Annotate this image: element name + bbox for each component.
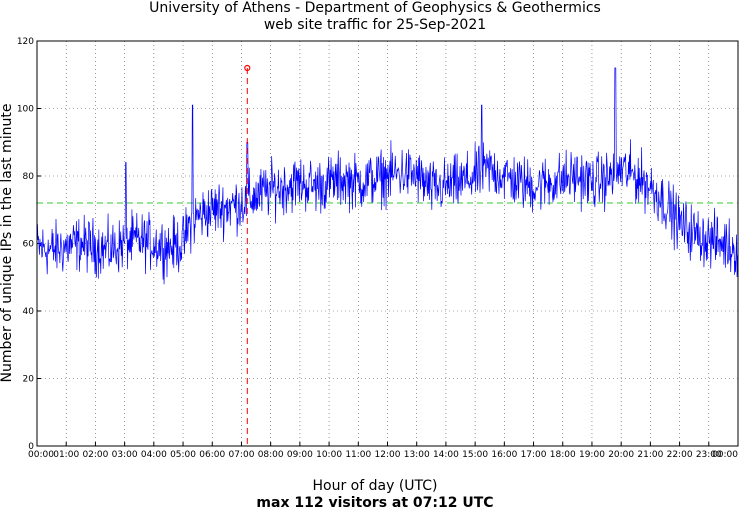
x-tick-label: 16:00 (491, 450, 517, 460)
y-tick-label: 100 (17, 105, 34, 115)
x-tick-label: 22:00 (667, 450, 693, 460)
x-tick-label: 18:00 (550, 450, 576, 460)
x-tick-label: 04:00 (141, 450, 167, 460)
chart-title: University of Athens - Department of Geo… (149, 0, 601, 16)
x-tick-label: 00:00 (28, 450, 54, 460)
x-tick-label: 20:00 (608, 450, 634, 460)
x-tick-label: 06:00 (199, 450, 225, 460)
x-tick-label: 02:00 (82, 450, 108, 460)
x-tick-label: 09:00 (287, 450, 313, 460)
x-tick-label: 19:00 (579, 450, 605, 460)
x-tick-label: 08:00 (258, 450, 284, 460)
x-tick-label: 15:00 (462, 450, 488, 460)
y-tick-label: 120 (17, 37, 34, 47)
x-tick-label: 21:00 (637, 450, 663, 460)
x-axis-label: Hour of day (UTC) (312, 478, 438, 494)
y-tick-label: 20 (23, 375, 35, 385)
x-tick-label: 05:00 (170, 450, 196, 460)
x-tick-label: 23:00 (696, 450, 722, 460)
x-tick-label: 13:00 (404, 450, 430, 460)
y-tick-label: 60 (23, 240, 35, 250)
grid (36, 40, 739, 447)
x-tick-label: 01:00 (53, 450, 79, 460)
x-ticks: 00:00 01:00 02:00 03:00 04:00 05:00 06:00 07:00… (28, 442, 739, 460)
x-tick-label: 17:00 (521, 450, 547, 460)
plot-frame (36, 40, 739, 447)
x-tick-label: 00:00 (712, 450, 738, 460)
x-tick-label: 03:00 (112, 450, 138, 460)
x-tick-label: 14:00 (433, 450, 459, 460)
max-marker-point (244, 64, 251, 72)
y-tick-label: 0 (28, 442, 34, 452)
y-tick-label: 80 (23, 172, 35, 182)
chart-subtitle: web site traffic for 25-Sep-2021 (263, 17, 487, 33)
x-tick-label: 10:00 (316, 450, 342, 460)
traffic-series-line (36, 67, 739, 285)
x-tick-label: 07:00 (228, 450, 254, 460)
y-tick-label: 40 (23, 307, 35, 317)
max-visitors-note: max 112 visitors at 07:12 UTC (256, 495, 494, 511)
x-tick-label: 11:00 (345, 450, 371, 460)
x-tick-label: 12:00 (375, 450, 401, 460)
